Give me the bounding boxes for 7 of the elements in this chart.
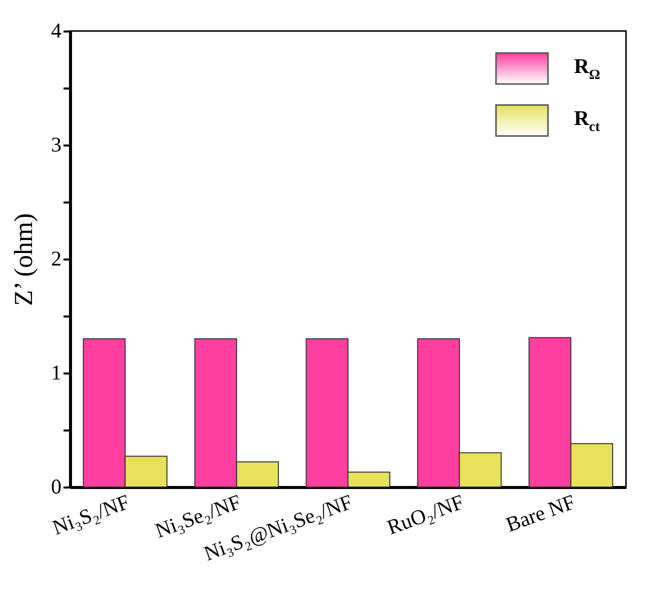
y-tick-label: 0: [51, 474, 62, 498]
y-axis-title: Z’ (ohm): [9, 213, 38, 306]
y-tick-label: 1: [51, 360, 62, 384]
x-tick-label: Bare NF: [502, 490, 578, 537]
y-tick-label: 4: [51, 18, 62, 42]
y-tick-label: 2: [51, 246, 62, 270]
y-tick-label: 3: [51, 132, 62, 156]
